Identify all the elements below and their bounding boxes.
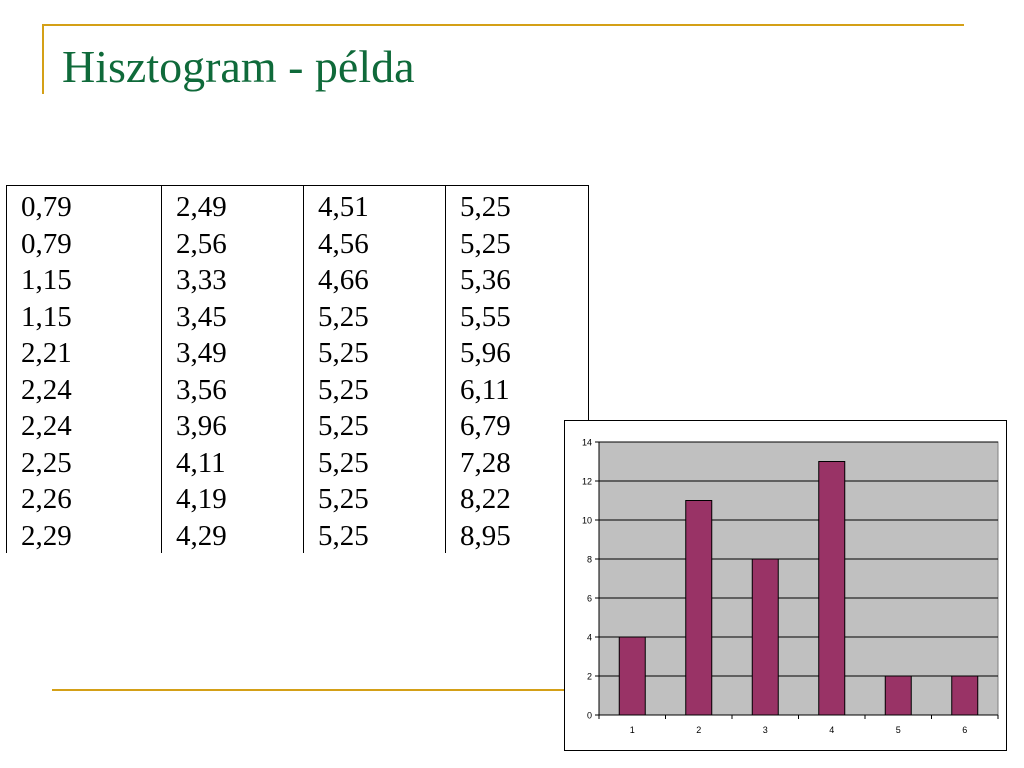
histogram-bar xyxy=(685,500,713,716)
table-cell: 5,25 xyxy=(318,300,369,333)
table-cell: 3,33 xyxy=(176,264,227,296)
table-cell: 5,25 xyxy=(318,519,369,552)
table-cell: 4,56 xyxy=(318,227,369,260)
table-cell: 3,49 xyxy=(176,337,227,369)
x-tick-label: 3 xyxy=(763,725,768,735)
histogram-bar xyxy=(951,675,979,716)
table-cell: 2,49 xyxy=(176,191,227,223)
table-cell: 5,36 xyxy=(460,264,511,296)
plot-area xyxy=(598,441,999,716)
table-cell: 0,79 xyxy=(21,227,72,260)
histogram-bar xyxy=(618,636,646,716)
table-cell: 4,29 xyxy=(176,519,227,552)
bottom-accent-line xyxy=(52,689,592,691)
y-tick-label: 12 xyxy=(582,477,592,487)
histogram-bar xyxy=(884,675,912,716)
x-tick-label: 5 xyxy=(896,725,901,735)
histogram-chart: 0 2 4 6 8 10 12 14 1 2 3 4 5 6 xyxy=(564,420,1007,751)
table-column: 2,49 2,56 3,33 3,45 3,49 3,56 3,96 4,11 4,19 4,29 xyxy=(161,186,304,553)
table-cell: 5,25 xyxy=(318,373,369,406)
table-cell: 0,79 xyxy=(21,191,72,223)
table-cell: 5,25 xyxy=(318,483,369,515)
table-cell: 4,19 xyxy=(176,483,227,515)
y-tick-label: 0 xyxy=(587,711,592,721)
table-column: 0,79 0,79 1,15 1,15 2,21 2,24 2,24 2,25 2,26 2,29 xyxy=(7,186,161,553)
table-cell: 2,24 xyxy=(21,410,72,442)
histogram-bar xyxy=(818,461,846,716)
table-cell: 6,79 xyxy=(460,410,511,442)
table-cell: 2,29 xyxy=(21,519,72,552)
table-cell: 7,28 xyxy=(460,446,511,479)
page-title: Hisztogram - példa xyxy=(62,41,415,92)
table-cell: 5,25 xyxy=(460,191,511,223)
table-cell: 4,66 xyxy=(318,264,369,296)
y-tick-label: 10 xyxy=(582,516,592,526)
data-table: 0,79 0,79 1,15 1,15 2,21 2,24 2,24 2,25 2,26 2,29… xyxy=(6,185,589,553)
table-cell: 2,26 xyxy=(21,483,72,515)
table-cell: 8,95 xyxy=(460,519,511,552)
y-tick-label: 14 xyxy=(582,438,592,448)
table-cell: 3,56 xyxy=(176,373,227,406)
x-tick-label: 1 xyxy=(630,725,635,735)
table-cell: 2,25 xyxy=(21,446,72,479)
table-cell: 2,56 xyxy=(176,227,227,260)
table-cell: 5,55 xyxy=(460,300,511,333)
table-cell: 8,22 xyxy=(460,483,511,515)
histogram-bar xyxy=(751,558,779,716)
table-cell: 1,15 xyxy=(21,300,72,333)
table-cell: 5,25 xyxy=(460,227,511,260)
table-cell: 4,51 xyxy=(318,191,369,223)
left-accent-line xyxy=(42,24,44,94)
table-cell: 1,15 xyxy=(21,264,72,296)
table-cell: 3,45 xyxy=(176,300,227,333)
top-accent-line xyxy=(42,24,964,26)
x-tick-label: 6 xyxy=(962,725,967,735)
y-tick-label: 8 xyxy=(587,555,592,565)
y-tick-label: 6 xyxy=(587,594,592,604)
table-column: 4,51 4,56 4,66 5,25 5,25 5,25 5,25 5,25 5,25 5,25 xyxy=(303,186,446,553)
table-cell: 5,25 xyxy=(318,410,369,442)
y-tick-label: 2 xyxy=(587,672,592,682)
table-cell: 5,96 xyxy=(460,337,511,369)
table-cell: 3,96 xyxy=(176,410,227,442)
y-tick-label: 4 xyxy=(587,633,592,643)
x-tick-label: 2 xyxy=(696,725,701,735)
table-cell: 5,25 xyxy=(318,337,369,369)
table-cell: 2,24 xyxy=(21,373,72,406)
table-column: 5,25 5,25 5,36 5,55 5,96 6,11 6,79 7,28 8,22 8,95 xyxy=(445,186,589,553)
x-tick-label: 4 xyxy=(829,725,834,735)
table-cell: 6,11 xyxy=(460,373,510,406)
table-cell: 5,25 xyxy=(318,446,369,479)
table-cell: 2,21 xyxy=(21,337,72,369)
table-cell: 4,11 xyxy=(176,446,226,479)
